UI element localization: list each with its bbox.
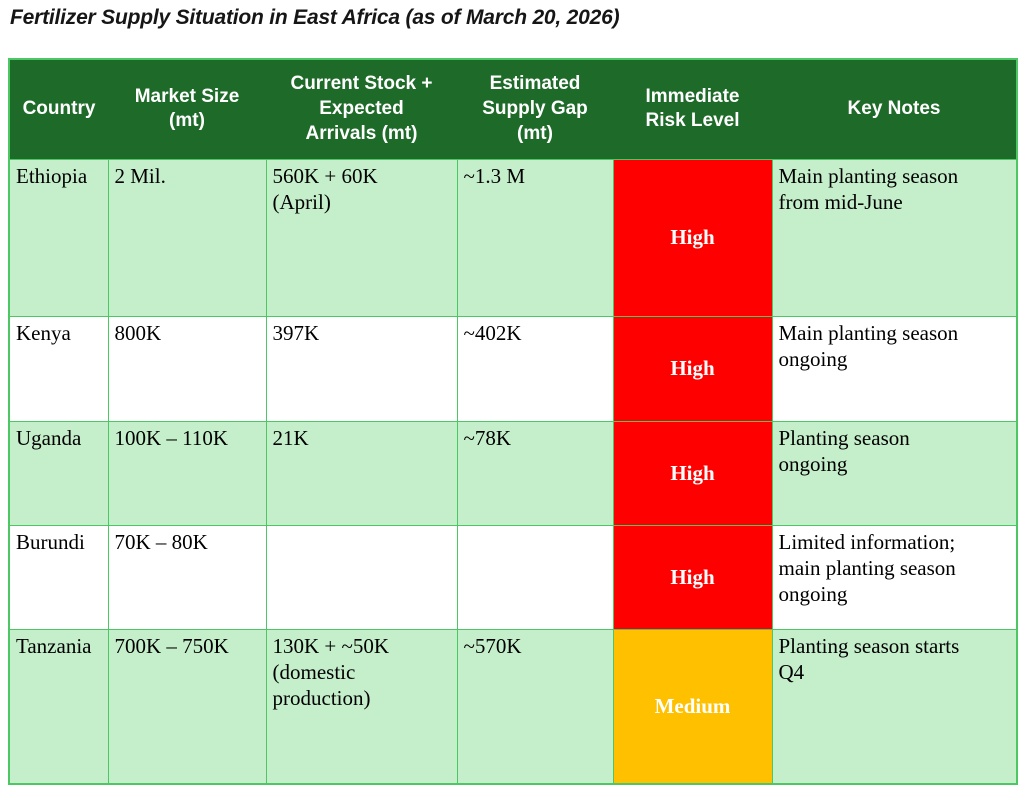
cell-stock-arrivals: 397K xyxy=(265,315,458,422)
table-row-uganda: Uganda 100K – 110K 21K ~78K High Plantin… xyxy=(8,420,1018,526)
cell-country: Burundi xyxy=(8,524,109,630)
table-row-tanzania: Tanzania 700K – 750K 130K + ~50K (domest… xyxy=(8,628,1018,785)
cell-supply-gap: ~402K xyxy=(456,315,614,422)
cell-key-notes: Main planting season from mid-June xyxy=(771,158,1018,317)
cell-risk-level: High xyxy=(612,315,773,422)
cell-country: Kenya xyxy=(8,315,109,422)
cell-stock-arrivals: 21K xyxy=(265,420,458,526)
cell-key-notes: Planting season starts Q4 xyxy=(771,628,1018,785)
column-header-market-size: Market Size (mt) xyxy=(108,59,266,159)
cell-supply-gap xyxy=(456,524,614,630)
column-header-supply-gap: Estimated Supply Gap (mt) xyxy=(457,59,613,159)
column-header-country: Country xyxy=(9,59,108,159)
cell-key-notes: Planting season ongoing xyxy=(771,420,1018,526)
cell-supply-gap: ~78K xyxy=(456,420,614,526)
column-header-risk-level: Immediate Risk Level xyxy=(613,59,772,159)
column-header-key-notes: Key Notes xyxy=(772,59,1017,159)
cell-country: Tanzania xyxy=(8,628,109,785)
column-header-stock-arrivals: Current Stock + Expected Arrivals (mt) xyxy=(266,59,457,159)
cell-market-size: 70K – 80K xyxy=(107,524,267,630)
cell-supply-gap: ~570K xyxy=(456,628,614,785)
table-row-burundi: Burundi 70K – 80K High Limited informati… xyxy=(8,524,1018,630)
cell-country: Uganda xyxy=(8,420,109,526)
cell-risk-level: High xyxy=(612,420,773,526)
table-header-row: Country Market Size (mt) Current Stock +… xyxy=(9,59,1017,159)
table-row-kenya: Kenya 800K 397K ~402K High Main planting… xyxy=(8,315,1018,422)
cell-market-size: 100K – 110K xyxy=(107,420,267,526)
fertilizer-supply-table: Country Market Size (mt) Current Stock +… xyxy=(8,58,1018,785)
cell-market-size: 700K – 750K xyxy=(107,628,267,785)
cell-market-size: 2 Mil. xyxy=(107,158,267,317)
page-title: Fertilizer Supply Situation in East Afri… xyxy=(10,6,620,29)
cell-stock-arrivals: 130K + ~50K (domestic production) xyxy=(265,628,458,785)
cell-supply-gap: ~1.3 M xyxy=(456,158,614,317)
cell-risk-level: Medium xyxy=(612,628,773,785)
cell-country: Ethiopia xyxy=(8,158,109,317)
table-row-ethiopia: Ethiopia 2 Mil. 560K + 60K (April) ~1.3 … xyxy=(8,158,1018,317)
cell-risk-level: High xyxy=(612,524,773,630)
cell-stock-arrivals xyxy=(265,524,458,630)
cell-key-notes: Limited information; main planting seaso… xyxy=(771,524,1018,630)
cell-risk-level: High xyxy=(612,158,773,317)
cell-market-size: 800K xyxy=(107,315,267,422)
cell-stock-arrivals: 560K + 60K (April) xyxy=(265,158,458,317)
cell-key-notes: Main planting season ongoing xyxy=(771,315,1018,422)
